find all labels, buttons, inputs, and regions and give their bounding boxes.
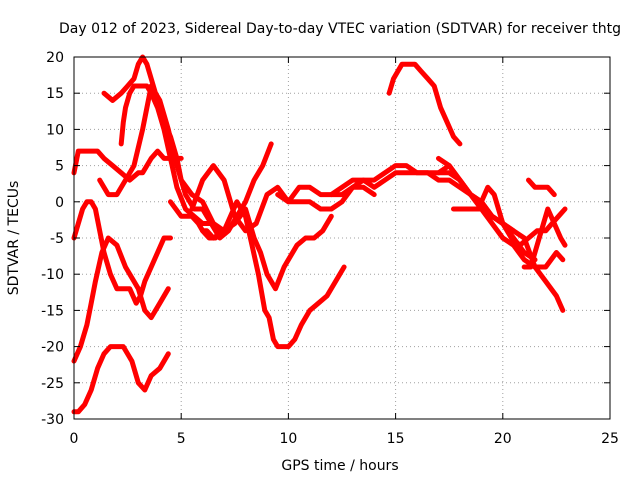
chart-title: Day 012 of 2023, Sidereal Day-to-day VTE… (59, 21, 621, 37)
series-arc-a (71, 235, 171, 364)
series-arc-i (200, 199, 347, 350)
series-arc-l (328, 163, 538, 263)
x-tick-labels: 0 5 10 15 20 25 (70, 431, 619, 447)
series-arc-r (526, 177, 557, 198)
y-tick-label: 20 (46, 50, 64, 66)
y-tick-label: -30 (41, 412, 64, 428)
series-arc-o (436, 170, 568, 248)
x-tick-label: 25 (601, 431, 619, 447)
x-tick-label: 5 (177, 431, 186, 447)
series-arc-j (189, 163, 377, 234)
y-tick-label: -20 (41, 340, 64, 356)
x-tick-label: 10 (279, 431, 297, 447)
y-tick-label: 0 (55, 195, 64, 211)
series-arc-q (521, 206, 568, 270)
y-tick-label: 10 (46, 122, 64, 138)
x-axis-label: GPS time / hours (281, 458, 398, 474)
y-tick-label: 15 (46, 86, 64, 102)
series-arc-d (71, 148, 184, 183)
series-arc-m (386, 61, 463, 147)
x-tick-label: 20 (494, 431, 512, 447)
series-arc-c (71, 344, 171, 415)
y-tick-label: -25 (41, 376, 64, 392)
axis-ticks (73, 56, 611, 420)
x-tick-label: 15 (387, 431, 405, 447)
y-tick-label: 5 (55, 159, 64, 175)
y-tick-labels: 20 15 10 5 0 -5 -10 -15 -20 -25 -30 (41, 50, 64, 428)
y-tick-label: -15 (41, 303, 64, 319)
series-arc-p (451, 206, 566, 270)
series-arc-h (168, 199, 334, 292)
series-arc-b (71, 199, 173, 306)
data-series (71, 54, 568, 415)
y-tick-label: -10 (41, 267, 64, 283)
y-tick-label: -5 (50, 231, 64, 247)
x-tick-label: 0 (70, 431, 79, 447)
y-axis-label: SDTVAR / TECUs (6, 181, 22, 296)
